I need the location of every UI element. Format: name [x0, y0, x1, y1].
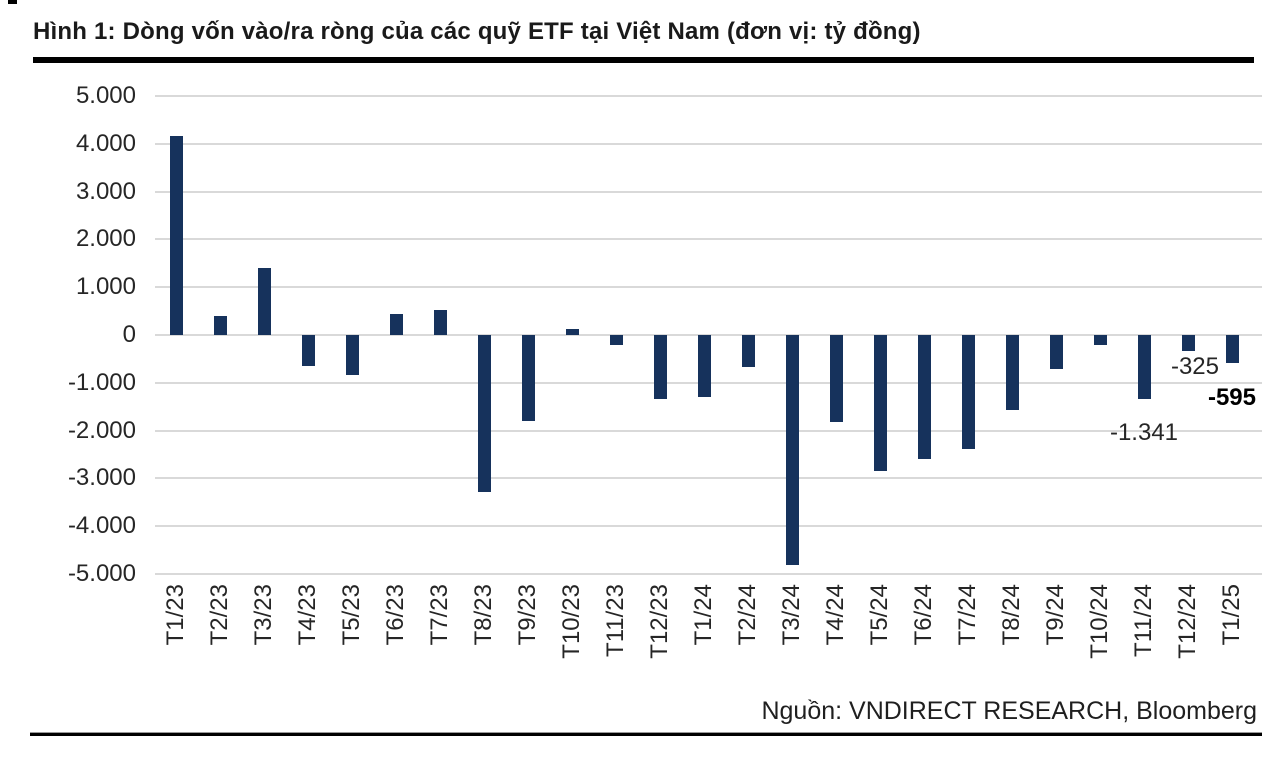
- x-tick-label-T6/23: T6/23: [382, 584, 409, 646]
- bar-T5/23: [345, 335, 359, 375]
- chart-area: 5.000 4.000 3.000 2.000 1.000 0 -1.000 -2.000 -3…: [0, 70, 1288, 690]
- y-tick-label: 4.000: [75, 129, 136, 157]
- y-tick-label: 5.000: [75, 82, 136, 109]
- bar-T5/24: [873, 335, 887, 472]
- y-gridline: [155, 573, 1262, 575]
- bar-T6/23: [389, 313, 403, 335]
- bar-T10/24: [1093, 335, 1107, 346]
- bar-T2/23: [213, 316, 227, 335]
- bar-T2/24: [741, 335, 755, 367]
- y-tick-label: 3.000: [75, 177, 136, 205]
- x-tick-label-T3/24: T3/24: [778, 584, 805, 646]
- x-tick-label-T3/23: T3/23: [250, 584, 277, 646]
- x-tick-label-T9/23: T9/23: [514, 584, 541, 646]
- y-tick-label: -5.000: [67, 560, 136, 587]
- bar-T11/23: [609, 335, 623, 346]
- bar-T8/24: [1005, 335, 1019, 410]
- bar-T1/25: [1225, 335, 1239, 364]
- y-gridline: [155, 238, 1262, 241]
- x-tick-label-T7/23: T7/23: [426, 584, 453, 646]
- bar-T4/23: [301, 335, 315, 366]
- x-tick-label-T12/23: T12/23: [646, 584, 673, 659]
- y-gridline: [155, 190, 1262, 193]
- x-tick-label-T5/23: T5/23: [338, 584, 365, 646]
- bar-T8/23: [477, 335, 491, 493]
- x-tick-label-T7/24: T7/24: [954, 584, 981, 646]
- x-tick-label-T4/24: T4/24: [822, 584, 849, 646]
- x-tick-label-T11/23: T11/23: [602, 584, 629, 657]
- x-tick-label-T8/23: T8/23: [470, 584, 497, 646]
- bar-T9/23: [521, 335, 535, 422]
- y-tick-label: -2.000: [67, 416, 136, 444]
- x-tick-label-T2/23: T2/23: [206, 584, 233, 646]
- x-tick-label-T1/25: T1/25: [1218, 584, 1245, 646]
- bottom-rule: [30, 733, 1262, 736]
- y-tick-label: -1.000: [67, 368, 136, 396]
- y-tick-label: -4.000: [67, 512, 136, 540]
- bar-T1/23: [169, 136, 183, 335]
- x-tick-label-T1/23: T1/23: [162, 584, 189, 646]
- data-label-T1/25: -595: [1207, 384, 1257, 412]
- title-underline: [33, 57, 1254, 63]
- x-tick-label-T10/24: T10/24: [1086, 584, 1113, 659]
- y-gridline: [155, 142, 1262, 145]
- data-label-T11/24: -1.341: [1109, 419, 1179, 447]
- bar-T6/24: [917, 335, 931, 459]
- bar-T3/24: [785, 335, 799, 566]
- bottom-rule-shadow: [30, 732, 1262, 733]
- data-label-T12/24: -325: [1170, 352, 1220, 380]
- y-tick-label: 1.000: [75, 273, 136, 301]
- bar-T12/23: [653, 335, 667, 400]
- y-gridline: [155, 429, 1262, 432]
- y-tick-label: -3.000: [67, 464, 136, 492]
- bar-T4/24: [829, 335, 843, 423]
- x-tick-label-T8/24: T8/24: [998, 584, 1025, 646]
- figure-title: Hình 1: Dòng vốn vào/ra ròng của các quỹ…: [33, 18, 921, 45]
- bar-T1/24: [697, 335, 711, 397]
- x-tick-label-T10/23: T10/23: [558, 584, 585, 659]
- x-tick-label-T5/24: T5/24: [866, 584, 893, 646]
- top-left-mark: [8, 0, 17, 4]
- x-tick-label-T4/23: T4/23: [294, 584, 321, 646]
- x-tick-label-T1/24: T1/24: [690, 584, 717, 646]
- y-gridline: [155, 477, 1262, 480]
- bar-T3/23: [257, 267, 271, 335]
- x-tick-label-T2/24: T2/24: [734, 584, 761, 646]
- y-gridline: [155, 95, 1262, 97]
- y-tick-label: 2.000: [75, 225, 136, 253]
- bar-T7/23: [433, 309, 447, 335]
- x-tick-label-T6/24: T6/24: [910, 584, 937, 646]
- y-gridline: [155, 525, 1262, 528]
- bar-T9/24: [1049, 335, 1063, 370]
- x-tick-label-T9/24: T9/24: [1042, 584, 1069, 646]
- bar-T10/23: [565, 329, 579, 335]
- bar-T12/24: [1181, 335, 1195, 351]
- x-tick-label-T12/24: T12/24: [1174, 584, 1201, 659]
- x-tick-label-T11/24: T11/24: [1130, 584, 1157, 657]
- bar-T7/24: [961, 335, 975, 450]
- bar-T11/24: [1137, 335, 1151, 400]
- y-gridline: [155, 286, 1262, 289]
- source-note: Nguồn: VNDIRECT RESEARCH, Bloomberg: [761, 697, 1257, 725]
- y-tick-label: 0: [122, 321, 136, 348]
